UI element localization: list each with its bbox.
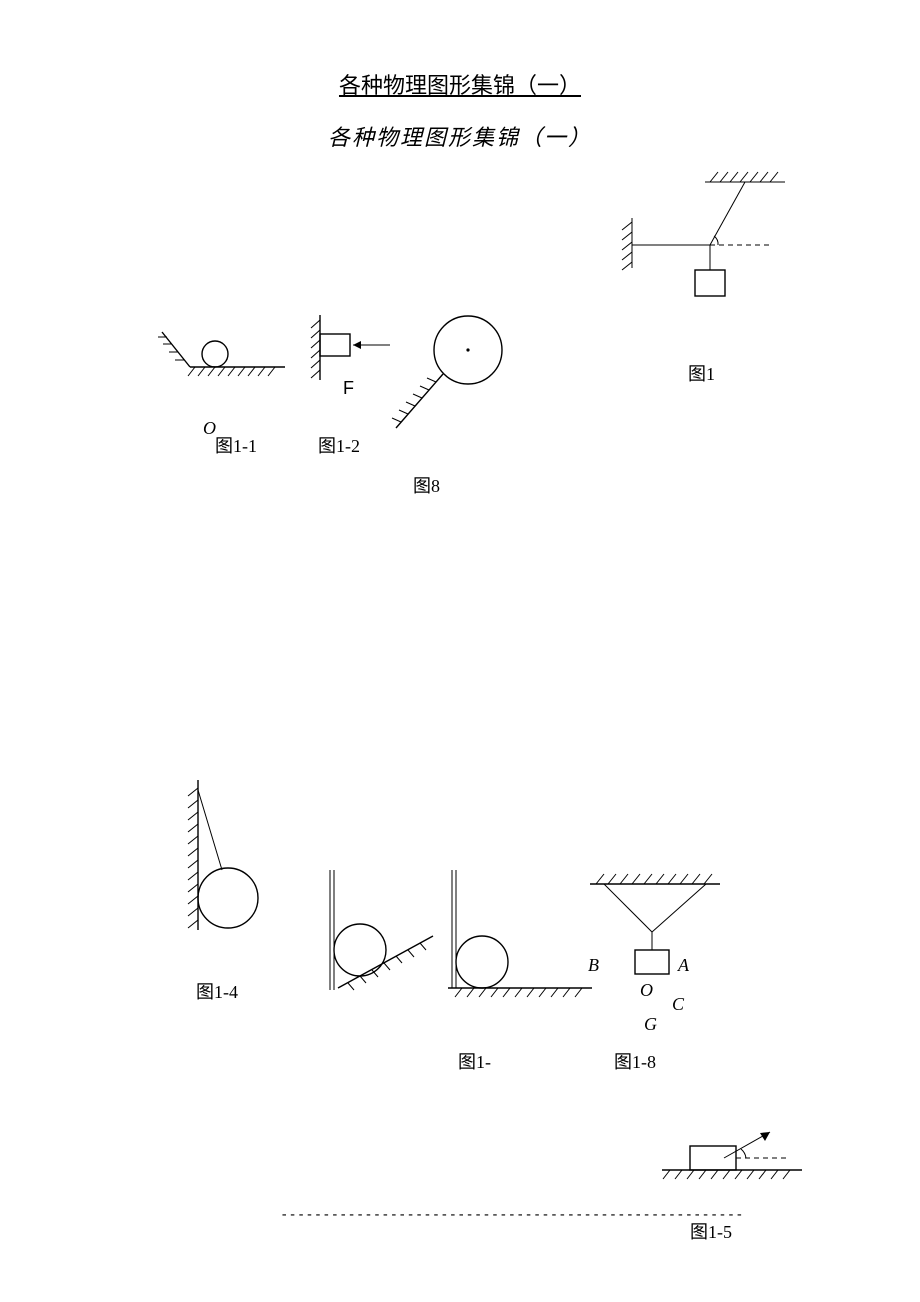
wall-hatch xyxy=(622,218,632,270)
figure-fig8 xyxy=(398,300,538,440)
label-fig1-2: 图1-2 xyxy=(318,432,360,458)
page-header-title: 各种物理图形集锦（一） xyxy=(0,68,920,100)
figure-fig1-4 xyxy=(170,780,310,960)
figure-fig1-5 xyxy=(662,1118,822,1198)
label-F: F xyxy=(343,378,354,399)
page-script-title: 各种物理图形集锦（一） xyxy=(0,120,920,152)
label-fig8: 图8 xyxy=(413,472,440,498)
figure-fig1-minus xyxy=(432,870,602,1010)
label-O-fig1-8: O xyxy=(640,980,653,1001)
label-A: A xyxy=(678,955,689,976)
figure-fig1-1 xyxy=(160,312,310,402)
figure-fig1-8 xyxy=(582,870,742,1020)
ceiling-hatch xyxy=(705,172,785,182)
footer-dash-line: ----------------------------------------… xyxy=(280,1207,744,1223)
label-B: B xyxy=(588,955,599,976)
label-fig1-minus: 图1- xyxy=(458,1048,491,1074)
label-G: G xyxy=(644,1014,657,1035)
label-fig1-1: 图1-1 xyxy=(215,432,257,458)
label-fig1: 图1 xyxy=(688,360,715,386)
label-fig1-4: 图1-4 xyxy=(196,978,238,1004)
label-C: C xyxy=(672,994,684,1015)
page: 各种物理图形集锦（一） 各种物理图形集锦（一） 图1 xyxy=(0,0,920,1302)
figure-fig1-topright xyxy=(610,170,810,330)
label-fig1-8: 图1-8 xyxy=(614,1048,656,1074)
